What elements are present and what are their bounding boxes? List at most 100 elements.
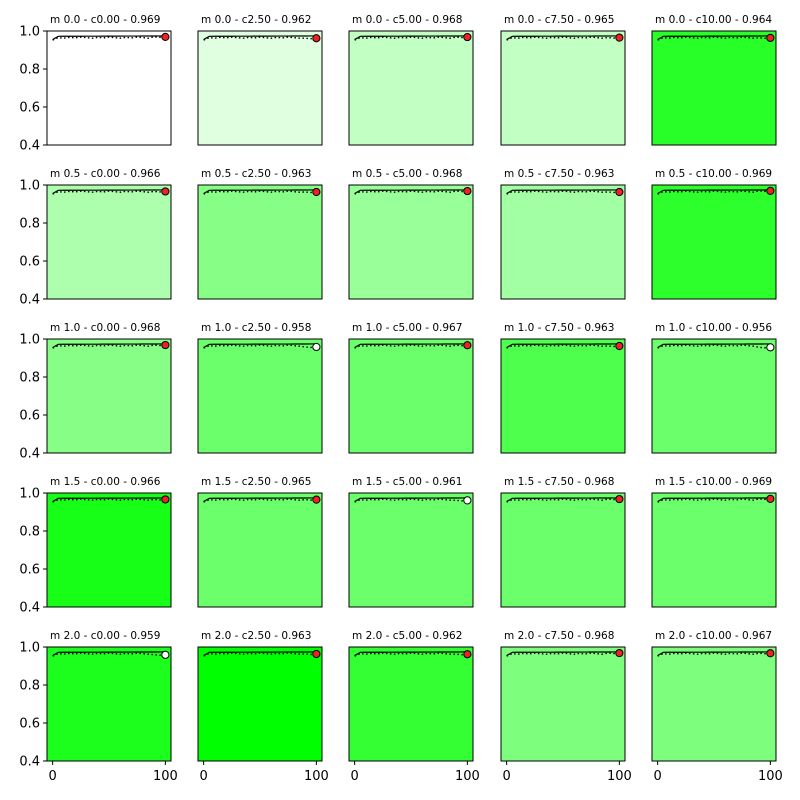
- subplot-title: m 2.0 - c7.50 - 0.968: [504, 630, 614, 642]
- subplot-background: [198, 493, 322, 607]
- subplot-background: [652, 647, 776, 761]
- subplot-panel: m 2.0 - c0.00 - 0.959 0.4 0.6 0.8 1.0 0 100: [19, 630, 177, 784]
- solid-series-line: [506, 189, 620, 195]
- subplot-panel: m 0.5 - c5.00 - 0.968: [348, 168, 474, 300]
- subplot-panel: m 0.0 - c10.00 - 0.964: [651, 14, 777, 146]
- dotted-series-line: [203, 498, 317, 503]
- subplot-background: [501, 185, 625, 299]
- x-tick-label: 0: [502, 769, 510, 784]
- subplot-title: m 1.0 - c7.50 - 0.963: [504, 322, 614, 334]
- dotted-series-line: [203, 36, 317, 41]
- subplot-panel: m 1.0 - c2.50 - 0.958: [197, 322, 323, 454]
- subplot-frame: [197, 338, 323, 454]
- solid-series-line: [506, 651, 620, 657]
- dotted-series-line: [354, 344, 468, 349]
- dotted-series-line: [52, 35, 166, 41]
- subplot-panel: m 1.5 - c0.00 - 0.966 0.4 0.6 0.8 1.0: [19, 476, 172, 616]
- y-tick-label: 0.6: [19, 409, 40, 424]
- subplot-background: [47, 339, 171, 453]
- dotted-series-line: [203, 652, 317, 657]
- solid-series-line: [657, 497, 771, 503]
- dotted-series-line: [657, 189, 771, 195]
- final-value-marker: [615, 187, 624, 197]
- y-tick-label: 0.4: [19, 755, 40, 770]
- subplot-background: [349, 493, 473, 607]
- final-value-marker: [312, 34, 321, 43]
- y-tick-label: 0.4: [19, 601, 40, 616]
- solid-series-line: [52, 189, 166, 195]
- subplot-frame: [46, 338, 172, 454]
- subplot-background: [47, 493, 171, 607]
- subplot-background: [198, 647, 322, 761]
- x-tick-label: 0: [653, 769, 661, 784]
- dotted-series-line: [506, 36, 620, 41]
- dotted-series-line: [506, 498, 620, 503]
- subplot-frame: [500, 184, 626, 300]
- dotted-series-line: [354, 36, 468, 41]
- x-tick-label: 100: [153, 769, 178, 784]
- solid-series-line: [506, 497, 620, 503]
- final-value-marker: [615, 648, 624, 658]
- solid-series-line: [657, 343, 771, 349]
- x-tick-label: 100: [455, 769, 480, 784]
- solid-series-line: [354, 651, 468, 657]
- subplot-frame: [651, 184, 777, 300]
- subplot-panel: m 2.0 - c10.00 - 0.967 0 100: [651, 630, 783, 784]
- final-value-marker: [312, 187, 321, 197]
- subplot-background: [349, 647, 473, 761]
- subplot-panel: m 0.5 - c10.00 - 0.969: [651, 168, 777, 300]
- solid-series-line: [657, 35, 771, 41]
- subplot-title: m 0.0 - c0.00 - 0.969: [50, 14, 160, 26]
- subplot-background: [652, 339, 776, 453]
- subplot-frame: [197, 184, 323, 300]
- subplot-frame: [46, 30, 172, 146]
- solid-series-line: [354, 189, 468, 195]
- y-tick-label: 1.0: [19, 25, 40, 40]
- subplot-background: [652, 493, 776, 607]
- subplot-title: m 2.0 - c5.00 - 0.962: [352, 630, 462, 642]
- subplot-background: [47, 647, 171, 761]
- final-value-marker: [766, 343, 775, 352]
- subplot-panel: m 1.0 - c10.00 - 0.956: [651, 322, 777, 454]
- final-value-marker: [766, 494, 775, 503]
- dotted-series-line: [203, 344, 317, 349]
- final-value-marker: [161, 495, 170, 504]
- subplot-panel: m 2.0 - c5.00 - 0.962 0 100: [348, 630, 480, 784]
- y-tick-label: 0.4: [19, 293, 40, 308]
- solid-series-line: [203, 343, 317, 349]
- y-tick-label: 0.4: [19, 139, 40, 154]
- subplot-background: [501, 493, 625, 607]
- subplot-frame: [348, 184, 474, 300]
- y-tick-label: 0.8: [19, 679, 40, 694]
- subplot-title: m 1.5 - c7.50 - 0.968: [504, 476, 614, 488]
- solid-series-line: [203, 35, 317, 41]
- dotted-series-line: [506, 190, 620, 195]
- subplot-title: m 0.5 - c7.50 - 0.963: [504, 168, 614, 180]
- subplot-title: m 2.0 - c2.50 - 0.963: [201, 630, 311, 642]
- x-tick-label: 0: [48, 769, 56, 784]
- final-value-marker: [161, 650, 170, 659]
- subplot-title: m 2.0 - c0.00 - 0.959: [50, 630, 160, 642]
- solid-series-line: [52, 651, 166, 657]
- subplot-background: [47, 185, 171, 299]
- dotted-series-line: [506, 344, 620, 349]
- solid-series-line: [52, 343, 166, 349]
- subplot-frame: [46, 646, 172, 762]
- y-tick-label: 1.0: [19, 333, 40, 348]
- final-value-marker: [615, 494, 624, 504]
- subplot-frame: [651, 338, 777, 454]
- subplot-panel: m 0.0 - c2.50 - 0.962: [197, 14, 323, 146]
- subplot-panel: m 1.0 - c7.50 - 0.963: [500, 322, 626, 454]
- final-value-marker: [161, 187, 170, 196]
- subplot-background: [198, 31, 322, 145]
- final-value-marker: [463, 32, 472, 42]
- subplot-frame: [651, 646, 777, 762]
- final-value-marker: [463, 341, 472, 350]
- subplot-frame: [651, 30, 777, 146]
- dotted-series-line: [52, 190, 166, 195]
- solid-series-line: [203, 189, 317, 195]
- subplot-title: m 0.5 - c10.00 - 0.969: [655, 168, 772, 180]
- solid-series-line: [203, 497, 317, 503]
- y-tick-label: 0.6: [19, 717, 40, 732]
